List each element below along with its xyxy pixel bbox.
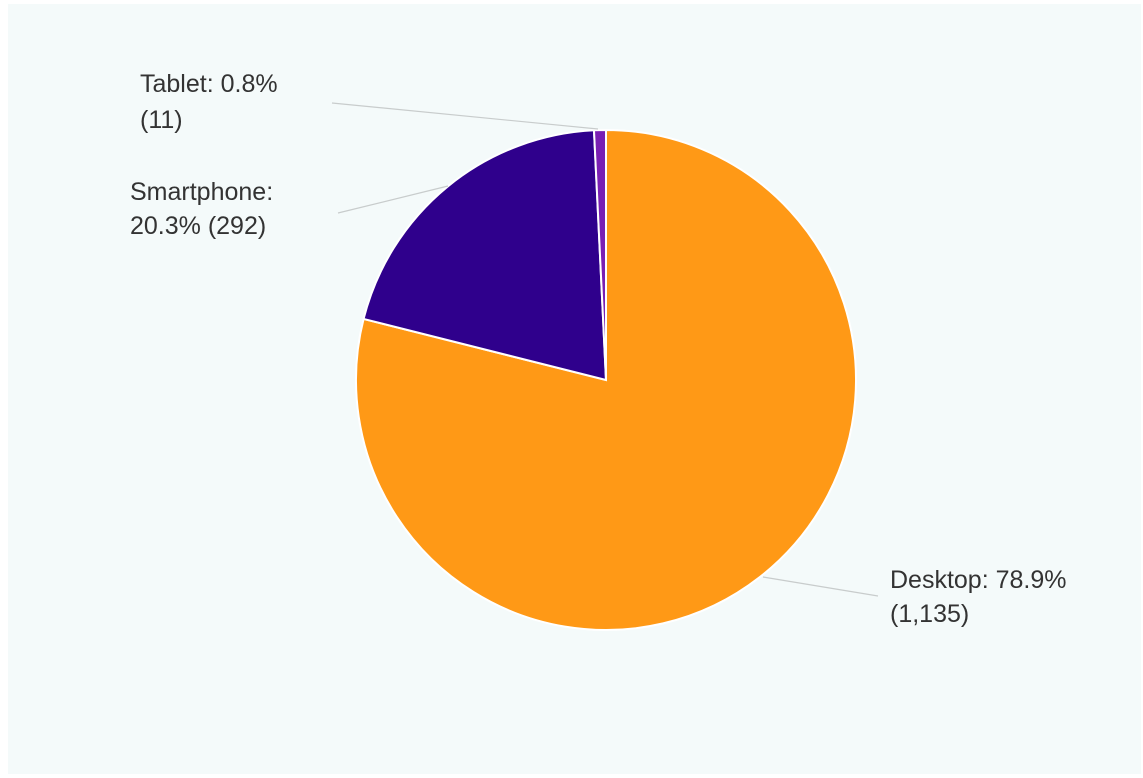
leader-line-smartphone: [337, 185, 449, 214]
pie-slices: [355, 128, 857, 631]
label-desktop-line1: Desktop: 78.9%: [890, 566, 1067, 594]
label-smartphone-line2: 20.3% (292): [130, 212, 266, 240]
label-desktop-line2: (1,135): [890, 600, 969, 628]
leader-line-desktop: [762, 576, 879, 597]
label-desktop: Desktop: 78.9% (1,135): [890, 566, 1073, 628]
label-tablet-line2: (11): [140, 106, 183, 134]
leader-line-tablet: [331, 102, 599, 130]
label-tablet: Tablet: 0.8% (11): [140, 70, 285, 134]
pie-slice-tablet: [592, 128, 607, 381]
label-smartphone: Smartphone: 20.3% (292): [130, 178, 280, 240]
label-tablet-line1: Tablet: 0.8%: [140, 70, 278, 98]
label-smartphone-line1: Smartphone:: [130, 178, 273, 206]
